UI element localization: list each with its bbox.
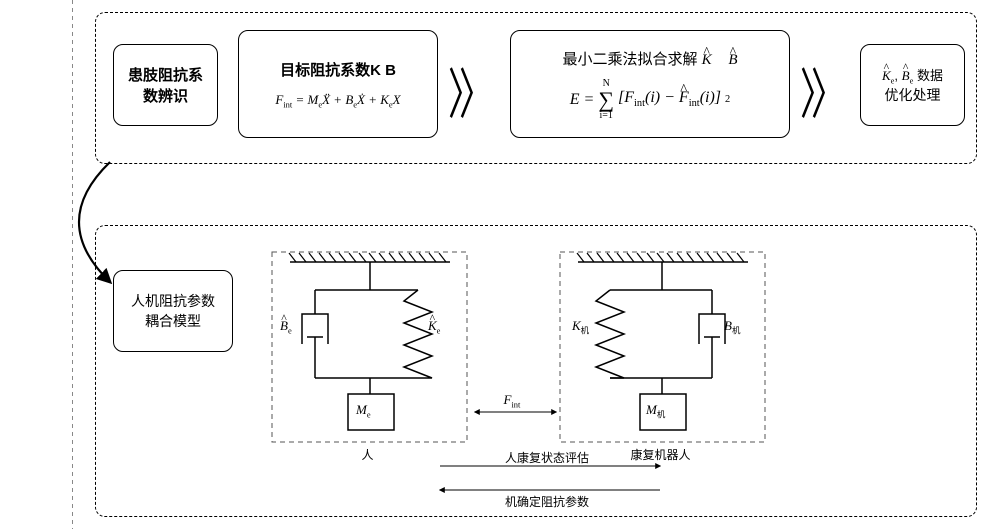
box5-line1: 人机阻抗参数 [131,293,215,309]
box3-eq: E = N ∑ i=1 [Fint(i) − Fint(i)] 2 [570,79,730,121]
chevron-1: 〉〉 [448,51,487,129]
box4-suffix: 数据 [917,68,943,83]
box3-exp: 2 [725,94,730,105]
box3-bhat: B [728,52,737,69]
box3-eq-prefix: E = [570,91,595,109]
diagram-canvas: 患肢阻抗系 数辨识 目标阻抗系数K B Fint = MeẌ + BeẊ + K… [0,0,1000,529]
box3-khat: K [702,52,712,69]
box4-ke-sub: e [891,75,895,85]
box-coupling-model: 人机阻抗参数 耦合模型 [113,270,233,352]
box3-title: 最小二乘法拟合求解 [562,51,701,68]
box4-b: B [902,68,910,84]
box-least-squares: 最小二乘法拟合求解 K B E = N ∑ i=1 [Fint(i) − Fin… [510,30,790,138]
box4-line2: 优化处理 [885,85,941,105]
box4-be-sub: e [910,75,914,85]
box-target-impedance: 目标阻抗系数K B Fint = MeẌ + BeẊ + KeX [238,30,438,138]
sum-lower: i=1 [599,111,612,121]
box2-title: 目标阻抗系数K B [280,59,396,80]
box2-eq: Fint = MeẌ + BeẊ + KeX [275,92,400,110]
box4-k: K [882,68,891,84]
chevron-2: 〉〉 [800,51,839,129]
box5-line2: 耦合模型 [145,313,201,329]
box-data-opt: Ke, Be 数据 优化处理 [860,44,965,126]
